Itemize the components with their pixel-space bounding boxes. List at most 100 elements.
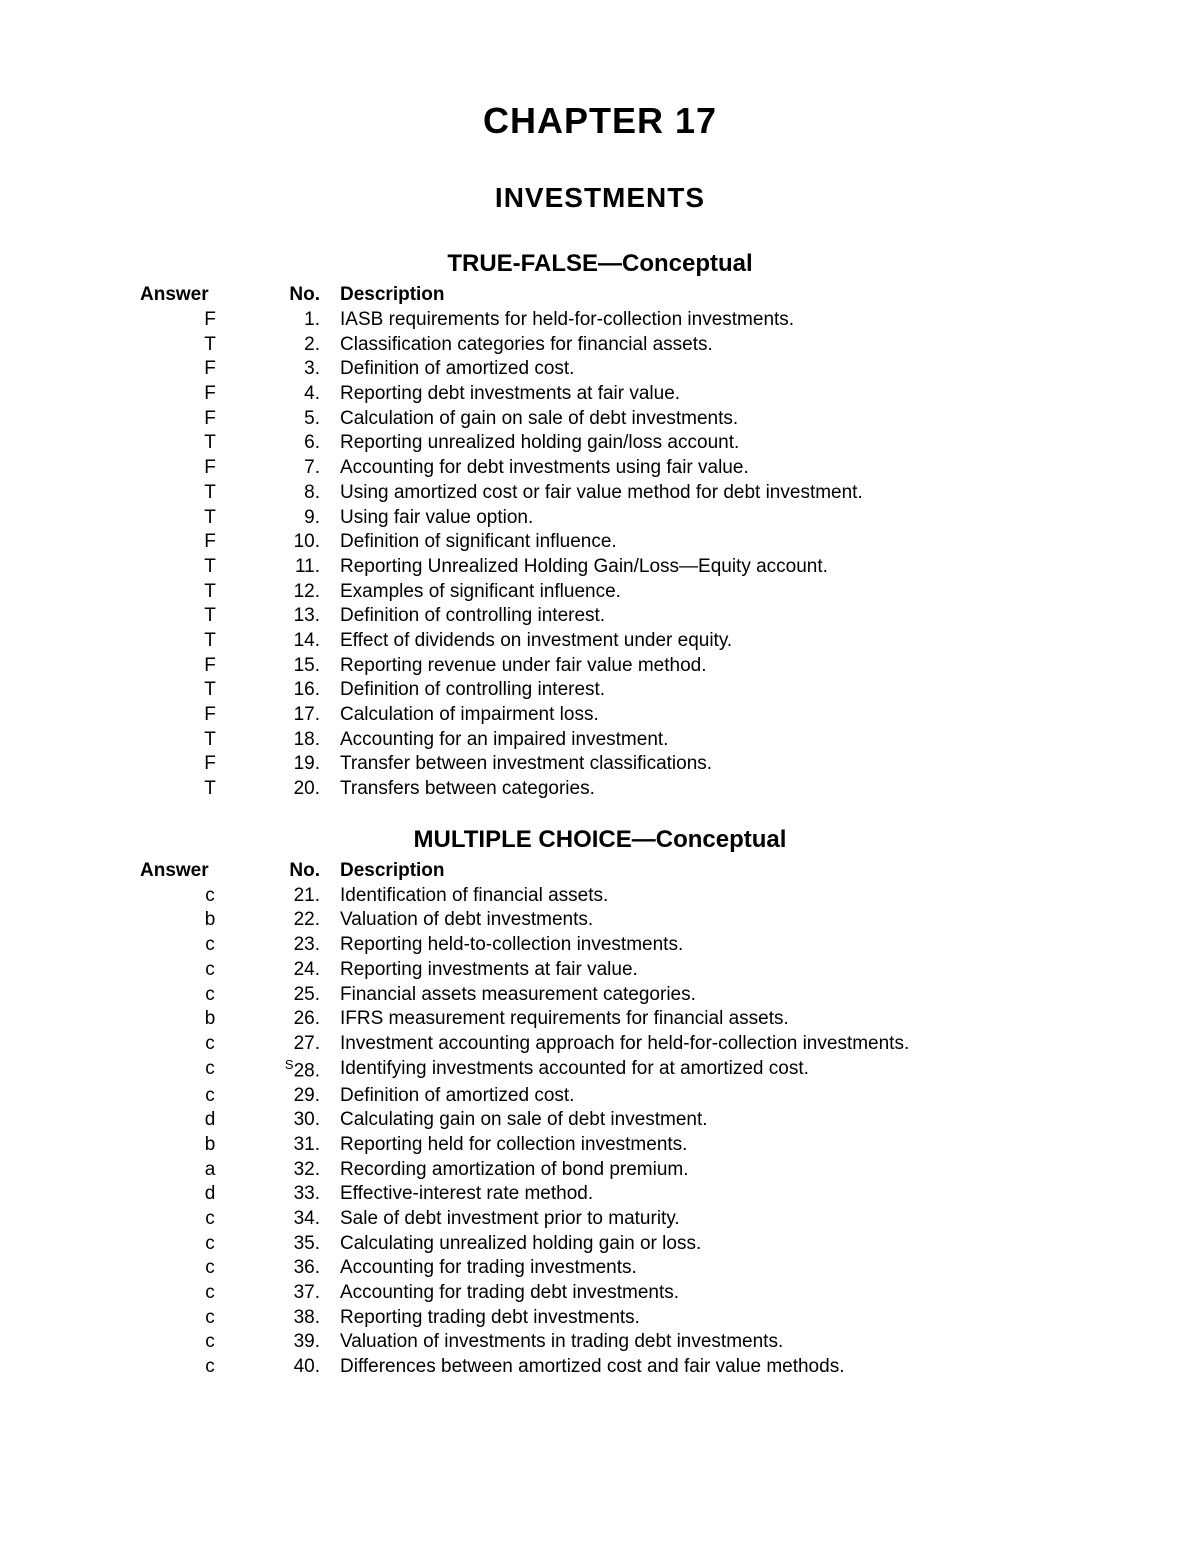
answer-cell: F [140,456,260,481]
header-no-1: No. [260,284,340,306]
answer-cell: F [140,357,260,382]
answer-cell: c [140,1232,260,1257]
no-cell: 4. [260,382,340,407]
desc-cell: Reporting unrealized holding gain/loss a… [340,431,1060,456]
desc-cell: Definition of controlling interest. [340,604,1060,629]
chapter-subject: INVESTMENTS [140,182,1060,214]
table-row: c38.Reporting trading debt investments. [140,1306,1060,1331]
desc-cell: Identifying investments accounted for at… [340,1057,1060,1084]
answer-cell: c [140,933,260,958]
desc-cell: Effective-interest rate method. [340,1182,1060,1207]
table-row: F19.Transfer between investment classifi… [140,752,1060,777]
table-row: c21.Identification of financial assets. [140,884,1060,909]
answer-cell: a [140,1158,260,1183]
header-desc-1: Description [340,284,1060,306]
table-row: c40.Differences between amortized cost a… [140,1355,1060,1380]
table-row: d33.Effective-interest rate method. [140,1182,1060,1207]
desc-cell: Valuation of debt investments. [340,908,1060,933]
answer-cell: c [140,1281,260,1306]
desc-cell: Definition of amortized cost. [340,1084,1060,1109]
chapter-title: CHAPTER 17 [140,100,1060,142]
desc-cell: Classification categories for financial … [340,333,1060,358]
no-cell: 1. [260,308,340,333]
no-cell: 22. [260,908,340,933]
table-row: T14.Effect of dividends on investment un… [140,629,1060,654]
no-cell: 18. [260,728,340,753]
no-cell: 29. [260,1084,340,1109]
answer-cell: c [140,1355,260,1380]
table-row: F15.Reporting revenue under fair value m… [140,654,1060,679]
table-row: d30.Calculating gain on sale of debt inv… [140,1108,1060,1133]
answer-cell: T [140,629,260,654]
table-row: c29.Definition of amortized cost. [140,1084,1060,1109]
answer-cell: T [140,481,260,506]
table-row: c25.Financial assets measurement categor… [140,983,1060,1008]
table-row: T20.Transfers between categories. [140,777,1060,802]
desc-cell: Reporting investments at fair value. [340,958,1060,983]
no-cell: 21. [260,884,340,909]
answer-cell: T [140,431,260,456]
table-row: F7.Accounting for debt investments using… [140,456,1060,481]
answer-cell: c [140,1306,260,1331]
no-cell: 37. [260,1281,340,1306]
no-cell: 8. [260,481,340,506]
section2-rows: c21.Identification of financial assets.b… [140,884,1060,1380]
answer-cell: c [140,1032,260,1057]
section-title-1: TRUE-FALSE—Conceptual [140,250,1060,278]
answer-cell: c [140,884,260,909]
table-row: c23.Reporting held-to-collection investm… [140,933,1060,958]
desc-cell: Differences between amortized cost and f… [340,1355,1060,1380]
desc-cell: Accounting for debt investments using fa… [340,456,1060,481]
desc-cell: IASB requirements for held-for-collectio… [340,308,1060,333]
desc-cell: Using amortized cost or fair value metho… [340,481,1060,506]
no-cell: 40. [260,1355,340,1380]
desc-cell: Reporting held for collection investment… [340,1133,1060,1158]
no-cell: 35. [260,1232,340,1257]
no-cell: S28. [260,1057,340,1084]
table-row: T13.Definition of controlling interest. [140,604,1060,629]
no-cell: 17. [260,703,340,728]
desc-cell: Recording amortization of bond premium. [340,1158,1060,1183]
table-row: F17.Calculation of impairment loss. [140,703,1060,728]
desc-cell: Investment accounting approach for held-… [340,1032,1060,1057]
table-row: c36.Accounting for trading investments. [140,1256,1060,1281]
answer-cell: T [140,580,260,605]
table-row: T6.Reporting unrealized holding gain/los… [140,431,1060,456]
no-cell: 19. [260,752,340,777]
no-cell: 15. [260,654,340,679]
table-row: cS28.Identifying investments accounted f… [140,1057,1060,1084]
table-row: c34.Sale of debt investment prior to mat… [140,1207,1060,1232]
answer-cell: T [140,604,260,629]
table-row: T16.Definition of controlling interest. [140,678,1060,703]
desc-cell: Reporting trading debt investments. [340,1306,1060,1331]
table-row: F1.IASB requirements for held-for-collec… [140,308,1060,333]
desc-cell: Accounting for an impaired investment. [340,728,1060,753]
no-cell: 16. [260,678,340,703]
answer-cell: b [140,1133,260,1158]
answer-cell: T [140,728,260,753]
header-answer-2: Answer [140,860,260,882]
table-row: T2.Classification categories for financi… [140,333,1060,358]
desc-cell: Using fair value option. [340,506,1060,531]
no-cell: 12. [260,580,340,605]
answer-cell: c [140,958,260,983]
desc-cell: Effect of dividends on investment under … [340,629,1060,654]
no-cell: 7. [260,456,340,481]
no-cell: 11. [260,555,340,580]
desc-cell: Calculating gain on sale of debt investm… [340,1108,1060,1133]
no-cell: 3. [260,357,340,382]
answer-cell: c [140,1330,260,1355]
answer-cell: d [140,1108,260,1133]
answer-cell: b [140,1007,260,1032]
desc-cell: Valuation of investments in trading debt… [340,1330,1060,1355]
header-no-2: No. [260,860,340,882]
table-row: c39.Valuation of investments in trading … [140,1330,1060,1355]
table-row: c24.Reporting investments at fair value. [140,958,1060,983]
answer-cell: T [140,555,260,580]
section1-rows: F1.IASB requirements for held-for-collec… [140,308,1060,802]
desc-cell: Identification of financial assets. [340,884,1060,909]
answer-cell: c [140,983,260,1008]
table-row: T18.Accounting for an impaired investmen… [140,728,1060,753]
no-cell: 36. [260,1256,340,1281]
table-row: b26.IFRS measurement requirements for fi… [140,1007,1060,1032]
